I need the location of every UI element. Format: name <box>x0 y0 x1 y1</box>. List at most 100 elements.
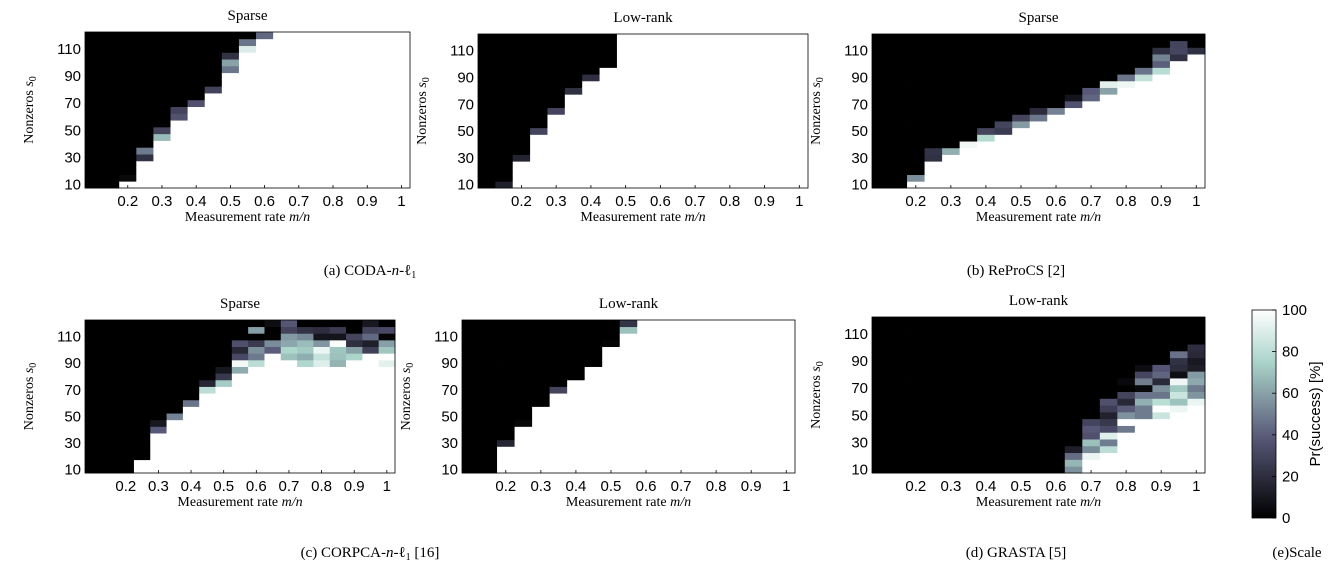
heatmap-cell <box>133 333 151 341</box>
heatmap-cell <box>462 333 480 341</box>
heatmap-cell <box>514 459 533 467</box>
heatmap-cell <box>324 160 342 169</box>
heatmap-cell <box>85 406 102 414</box>
heatmap-cell <box>297 320 314 328</box>
heatmap-cell <box>759 459 778 467</box>
heatmap-cell <box>273 174 291 182</box>
heatmap-cell <box>133 326 151 334</box>
heatmap-cell <box>497 339 515 348</box>
heatmap-cell <box>204 38 223 46</box>
x-tick-label: 1 <box>397 193 405 210</box>
heatmap-cell <box>166 459 184 467</box>
heatmap-cell <box>724 320 743 328</box>
heatmap-cell <box>977 141 996 149</box>
heatmap-cell <box>977 67 996 75</box>
heatmap-cell <box>790 114 809 122</box>
heatmap-cell <box>777 446 796 454</box>
heatmap-cell <box>619 353 638 361</box>
heatmap-cell <box>221 93 240 101</box>
heatmap-cell <box>959 398 978 406</box>
heatmap-cell <box>889 100 908 109</box>
heatmap-cell <box>1117 466 1136 474</box>
heatmap-cell <box>654 373 673 381</box>
heatmap-cell <box>994 364 1013 372</box>
heatmap-cell <box>1134 439 1153 447</box>
heatmap-cell <box>392 32 411 40</box>
heatmap-cell <box>1047 350 1066 359</box>
x-tick-label: 1 <box>1192 478 1200 495</box>
heatmap-cell <box>907 344 925 352</box>
heatmap-cell <box>637 379 656 387</box>
heatmap-cell <box>654 419 673 427</box>
heatmap-cell <box>462 466 480 474</box>
heatmap-cell <box>280 466 298 474</box>
heatmap-cell <box>166 413 184 421</box>
heatmap-cell <box>872 141 890 149</box>
heatmap-cell <box>375 65 394 74</box>
heatmap-cell <box>759 359 778 367</box>
heatmap-cell <box>231 446 249 454</box>
heatmap-cell <box>755 40 774 48</box>
heatmap-cell <box>346 466 363 474</box>
heatmap-cell <box>297 339 314 348</box>
heatmap-cell <box>530 114 548 122</box>
heatmap-cell <box>1187 357 1206 365</box>
heatmap-cell <box>924 378 943 386</box>
heatmap-cell <box>273 52 291 60</box>
heatmap-cell <box>654 393 673 401</box>
heatmap-cell <box>889 87 908 95</box>
heatmap-cell <box>512 141 531 149</box>
heatmap-cell <box>942 459 961 467</box>
heatmap-cell <box>117 359 135 367</box>
heatmap-cell <box>1047 114 1066 122</box>
heatmap-cell <box>1064 411 1083 420</box>
heatmap-cell <box>85 32 103 40</box>
heatmap-cell <box>790 60 809 68</box>
heatmap-cell <box>85 399 102 407</box>
heatmap-cell <box>170 106 189 114</box>
heatmap-cell <box>280 446 298 454</box>
heatmap-cell <box>872 378 890 386</box>
heatmap-cell <box>738 74 757 82</box>
heatmap-cell <box>1134 384 1153 393</box>
heatmap-cell <box>221 86 240 94</box>
heatmap-cell <box>329 346 347 354</box>
heatmap-cell <box>1152 357 1171 365</box>
heatmap-cell <box>1117 107 1136 115</box>
heatmap-cells <box>872 317 1206 474</box>
heatmap-cell <box>790 40 809 48</box>
heatmap-cell <box>721 134 739 142</box>
heatmap-cell <box>616 114 635 122</box>
heatmap-cell <box>994 107 1013 115</box>
heatmap-cell <box>872 337 890 345</box>
heatmap-cell <box>907 121 925 129</box>
heatmap-cell <box>133 353 151 361</box>
heatmap-cell <box>942 121 961 129</box>
heatmap-cell <box>150 386 167 394</box>
heatmap-cell <box>584 426 603 434</box>
x-tick-label: 0.6 <box>1046 193 1067 210</box>
heatmap-cell <box>637 386 656 394</box>
heatmap-cell <box>512 34 531 42</box>
heatmap-cell <box>85 154 103 162</box>
heatmap-cell <box>721 121 739 129</box>
heatmap-cell <box>133 439 151 447</box>
heatmap-cell <box>651 114 670 122</box>
heatmap-cell <box>85 466 102 474</box>
heatmap-cell <box>672 446 691 454</box>
heatmap-cell <box>479 459 498 467</box>
heatmap-cell <box>977 80 996 88</box>
heatmap-cell <box>238 99 257 108</box>
heatmap-cell <box>532 333 551 341</box>
heatmap-cell <box>872 107 890 115</box>
heatmap-cell <box>686 60 705 68</box>
heatmap-cell <box>85 45 103 53</box>
heatmap-cell <box>755 167 774 176</box>
heatmap-cell <box>547 181 566 189</box>
heatmap-cell <box>634 60 653 68</box>
heatmap-cell <box>1047 330 1066 338</box>
heatmap-cell <box>651 80 670 88</box>
panel-grasta-lowrank: 0.2 0.3 0.4 0.5 0.6 0.7 0.8 0.9 11030507090110Lo… <box>809 293 1206 510</box>
heatmap-cell <box>375 181 394 189</box>
heatmap-cell <box>1134 127 1153 135</box>
